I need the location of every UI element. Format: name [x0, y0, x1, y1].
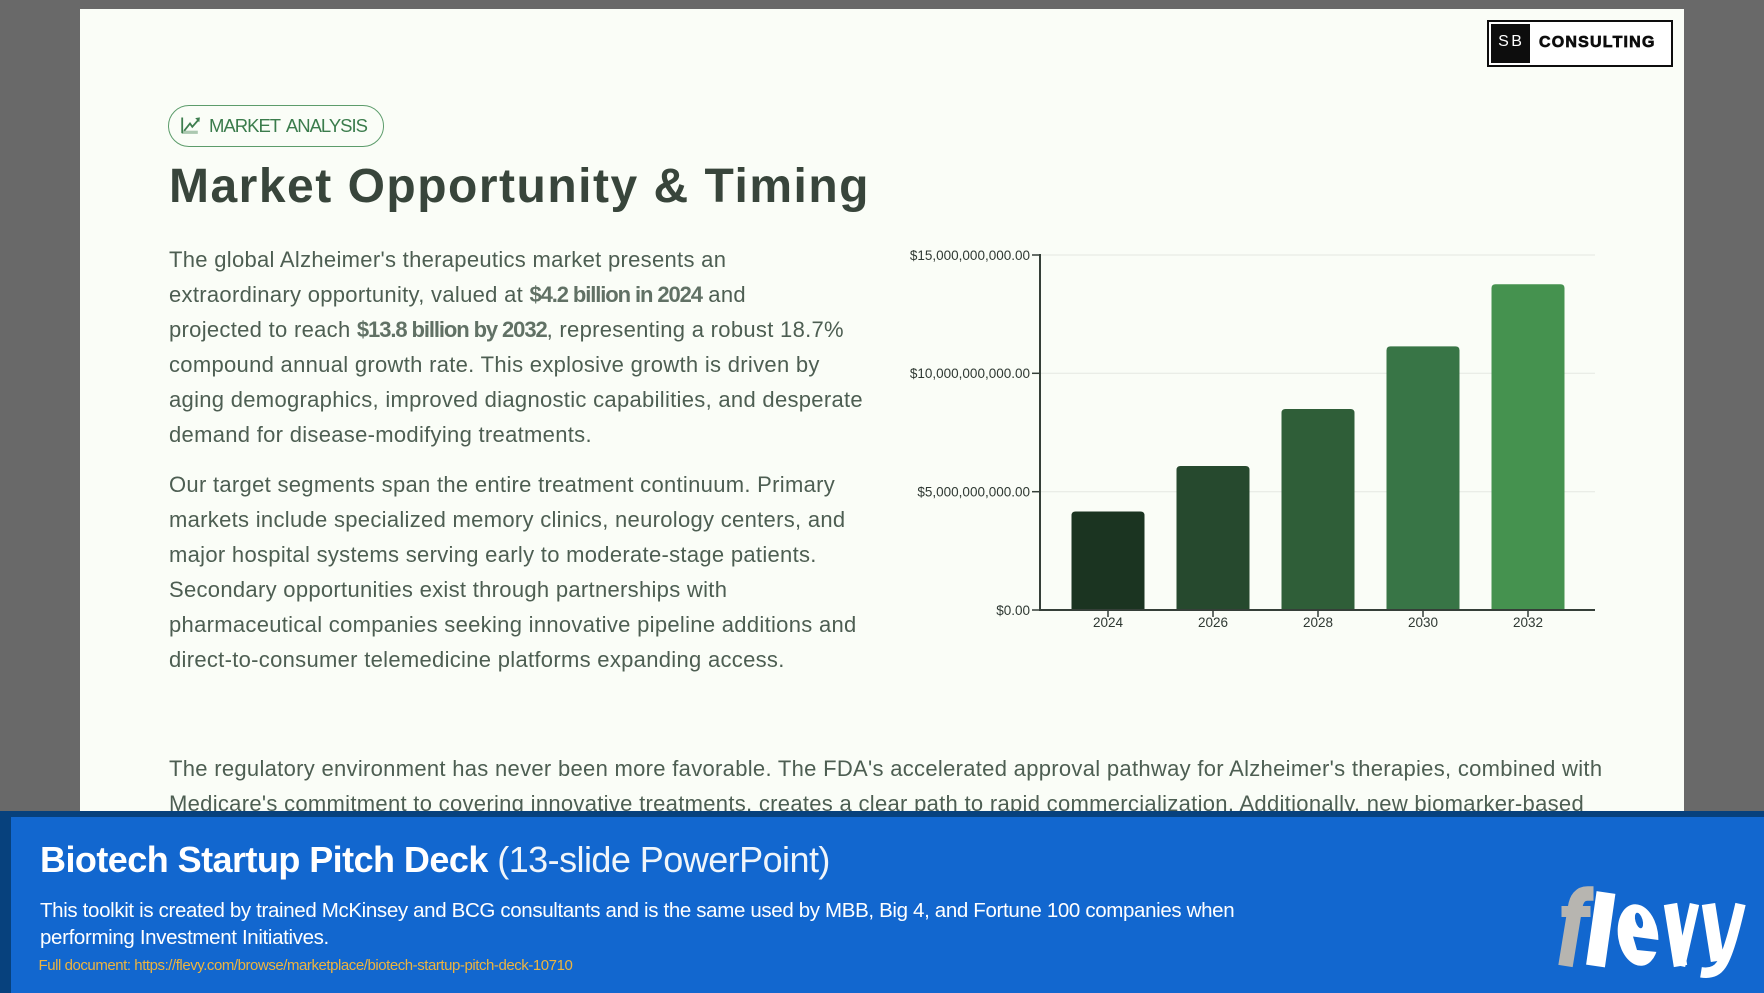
- svg-text:2024: 2024: [1093, 615, 1124, 630]
- svg-text:$5,000,000,000.00: $5,000,000,000.00: [917, 485, 1030, 500]
- svg-text:2026: 2026: [1198, 615, 1228, 630]
- svg-text:2030: 2030: [1408, 615, 1438, 630]
- svg-text:$10,000,000,000.00: $10,000,000,000.00: [910, 366, 1030, 381]
- svg-text:$0.00: $0.00: [996, 603, 1030, 618]
- svg-text:$15,000,000,000.00: $15,000,000,000.00: [910, 248, 1030, 263]
- svg-text:2028: 2028: [1303, 615, 1333, 630]
- svg-text:2032: 2032: [1513, 615, 1543, 630]
